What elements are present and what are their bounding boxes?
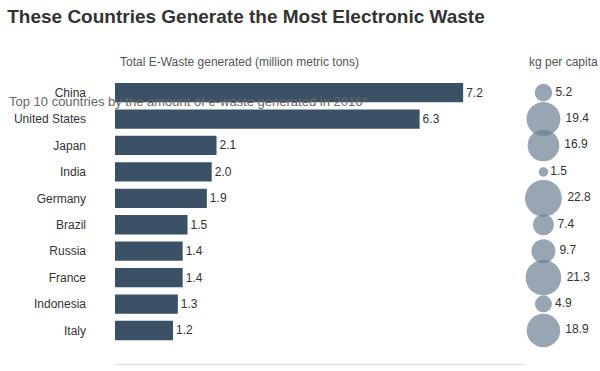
svg-text:22.8: 22.8 [567,190,591,204]
svg-text:China: China [55,86,87,100]
svg-text:9.7: 9.7 [559,243,576,257]
svg-text:kg per capita: kg per capita [529,55,598,69]
svg-text:4.9: 4.9 [555,296,572,310]
svg-text:19.4: 19.4 [566,111,590,125]
svg-text:2.0: 2.0 [215,165,232,179]
svg-text:16.9: 16.9 [564,137,588,151]
svg-text:1.5: 1.5 [550,164,567,178]
svg-text:5.2: 5.2 [555,85,572,99]
svg-text:1.5: 1.5 [191,218,208,232]
svg-text:7.2: 7.2 [466,86,483,100]
svg-text:India: India [60,165,86,179]
svg-text:Brazil: Brazil [56,218,86,232]
svg-text:1.9: 1.9 [210,191,227,205]
svg-text:7.4: 7.4 [558,217,575,231]
svg-text:Japan: Japan [53,139,86,153]
svg-text:Germany: Germany [37,192,86,206]
svg-text:6.3: 6.3 [423,112,440,126]
svg-text:18.9: 18.9 [565,322,589,336]
svg-text:1.4: 1.4 [186,271,203,285]
svg-text:Total E-Waste generated (milli: Total E-Waste generated (million metric … [120,55,359,69]
svg-text:Indonesia: Indonesia [34,297,86,311]
svg-text:2.1: 2.1 [220,138,237,152]
svg-text:Italy: Italy [64,324,86,338]
svg-text:United States: United States [14,112,86,126]
svg-text:Russia: Russia [49,244,86,258]
svg-text:1.2: 1.2 [176,323,193,337]
svg-text:1.3: 1.3 [181,297,198,311]
svg-text:France: France [49,271,87,285]
svg-text:1.4: 1.4 [186,244,203,258]
svg-text:These Countries Generate the M: These Countries Generate the Most Electr… [7,6,485,27]
svg-text:Top 10 countries by the amount: Top 10 countries by the amount of e-wast… [9,94,367,109]
svg-text:21.3: 21.3 [567,270,591,284]
